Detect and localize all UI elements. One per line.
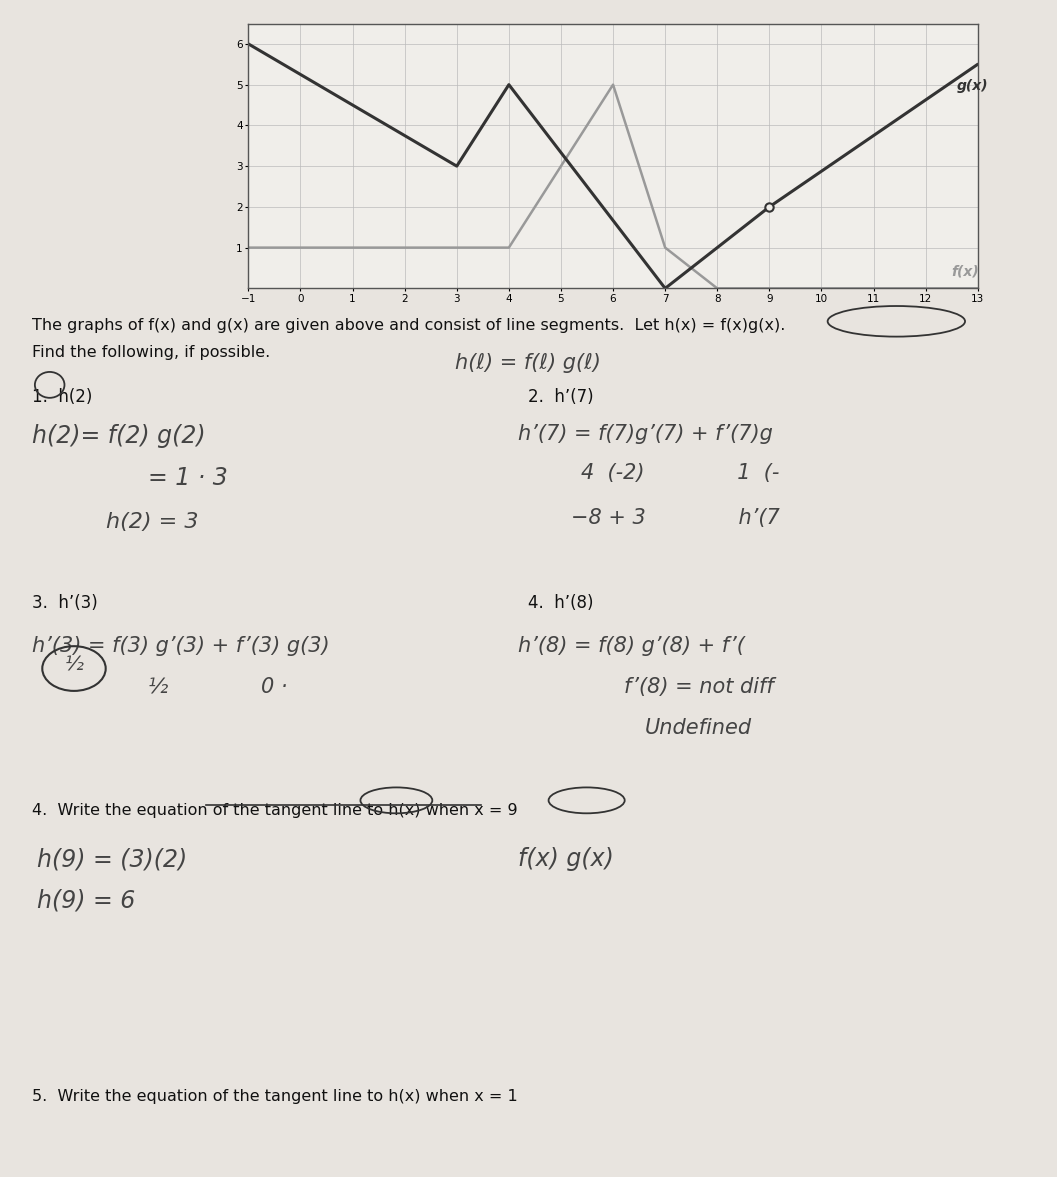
Text: 4.  h’(8): 4. h’(8)	[528, 594, 594, 612]
Text: 5.  Write the equation of the tangent line to h(x) when x = 1: 5. Write the equation of the tangent lin…	[32, 1089, 518, 1104]
Text: h(2)= f(2) g(2): h(2)= f(2) g(2)	[32, 424, 205, 447]
Text: h(2) = 3: h(2) = 3	[106, 512, 199, 532]
Text: ½              0 ·: ½ 0 ·	[148, 677, 288, 697]
Text: f’(8) = not diff: f’(8) = not diff	[624, 677, 774, 697]
Text: 2.  h’(7): 2. h’(7)	[528, 388, 594, 406]
Text: f(x): f(x)	[951, 264, 980, 278]
Text: h(ℓ) = f(ℓ) g(ℓ): h(ℓ) = f(ℓ) g(ℓ)	[455, 353, 600, 373]
Text: h(9) = (3)(2): h(9) = (3)(2)	[37, 847, 187, 871]
Text: 4.  Write the equation of the tangent line to h(x) when x = 9: 4. Write the equation of the tangent lin…	[32, 803, 517, 818]
Text: 3.  h’(3): 3. h’(3)	[32, 594, 97, 612]
Text: h’(3) = f(3) g’(3) + f’(3) g(3): h’(3) = f(3) g’(3) + f’(3) g(3)	[32, 636, 330, 656]
Text: h’(8) = f(8) g’(8) + f’(: h’(8) = f(8) g’(8) + f’(	[518, 636, 745, 656]
Text: Find the following, if possible.: Find the following, if possible.	[32, 345, 270, 360]
Text: 1.  h(2): 1. h(2)	[32, 388, 92, 406]
Text: −8 + 3              h’(7: −8 + 3 h’(7	[571, 508, 779, 528]
Text: ½: ½	[64, 656, 84, 674]
Text: g(x): g(x)	[957, 79, 988, 93]
Text: The graphs of f(x) and g(x) are given above and consist of line segments.  Let h: The graphs of f(x) and g(x) are given ab…	[32, 318, 785, 333]
Text: 4  (-2)              1  (-: 4 (-2) 1 (-	[581, 463, 780, 483]
Text: h(9) = 6: h(9) = 6	[37, 889, 135, 912]
Text: = 1 · 3: = 1 · 3	[148, 466, 227, 490]
Text: f(x) g(x): f(x) g(x)	[518, 847, 614, 871]
Text: Undefined: Undefined	[645, 718, 752, 738]
Text: h’(7) = f(7)g’(7) + f’(7)g: h’(7) = f(7)g’(7) + f’(7)g	[518, 424, 773, 444]
